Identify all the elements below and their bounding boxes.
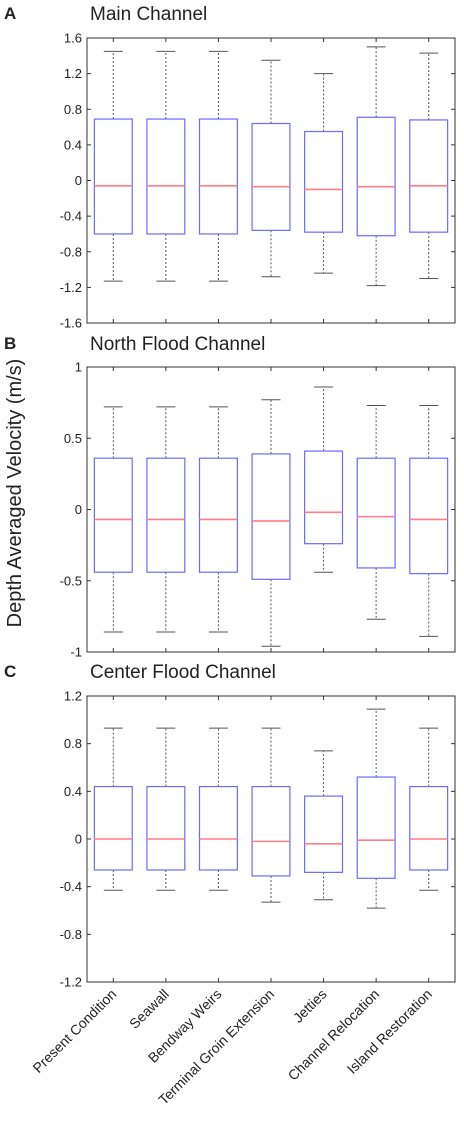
iqr-box <box>198 785 238 871</box>
box-2 <box>146 406 186 633</box>
y-tick-label: 0.8 <box>64 102 82 117</box>
iqr-box <box>93 118 133 235</box>
panel-title: Center Flood Channel <box>90 662 276 683</box>
y-tick-label: 1.2 <box>64 66 82 81</box>
iqr-box <box>356 776 396 879</box>
box-1 <box>93 406 133 633</box>
y-tick-label: 0.8 <box>64 736 82 751</box>
iqr-box <box>356 116 396 237</box>
iqr-box <box>198 457 238 573</box>
y-tick-label: -1.2 <box>60 975 82 990</box>
iqr-box <box>251 122 291 231</box>
panel-letter: A <box>4 4 16 23</box>
y-tick-label: 0 <box>75 173 82 188</box>
y-tick-label: -0.8 <box>60 927 82 942</box>
box-1 <box>93 727 133 891</box>
iqr-box <box>304 795 344 873</box>
box-1 <box>93 50 133 282</box>
box-4 <box>251 59 291 278</box>
y-tick-label: 1.2 <box>64 689 82 704</box>
iqr-box <box>146 785 186 871</box>
plot-frame <box>86 37 456 324</box>
x-tick-label: Channel Relocation <box>285 986 383 1084</box>
x-tick-label: Seawall <box>126 986 172 1032</box>
iqr-box <box>198 118 238 235</box>
y-tick-label: 0.5 <box>64 431 82 446</box>
y-tick-label: -0.4 <box>60 879 82 894</box>
box-4 <box>251 399 291 647</box>
iqr-box <box>409 119 449 233</box>
box-6 <box>356 46 396 287</box>
iqr-box <box>304 130 344 233</box>
y-tick-label: 0.4 <box>64 784 82 799</box>
box-3 <box>198 406 238 633</box>
y-tick-label: 1.6 <box>64 31 82 46</box>
iqr-box <box>251 453 291 580</box>
y-tick-label: -0.8 <box>60 244 82 259</box>
box-7 <box>409 404 449 637</box>
box-4 <box>251 727 291 903</box>
y-tick-label: 0 <box>75 832 82 847</box>
box-5 <box>304 750 344 901</box>
plot-frame <box>86 695 456 983</box>
y-tick-label: -0.4 <box>60 209 82 224</box>
box-3 <box>198 50 238 282</box>
panel-c: C Center Flood Channel 1.2 0.8 0.4 0 -0.4 -0.8 -… <box>4 662 456 1108</box>
panel-letter: C <box>4 662 16 681</box>
box-5 <box>304 386 344 573</box>
iqr-box <box>93 457 133 573</box>
iqr-box <box>251 785 291 877</box>
panel-a: A Main Channel 1.6 1.2 0.8 0.4 0 -0.4 -0.8 -1.2 -1… <box>4 4 456 331</box>
y-tick-label: -0.5 <box>60 573 82 588</box>
iqr-box <box>409 785 449 871</box>
panel-title: North Flood Channel <box>90 334 265 355</box>
panel-letter: B <box>4 334 16 353</box>
y-tick-label: 0 <box>75 502 82 517</box>
panel-title: Main Channel <box>90 4 207 25</box>
y-tick-label: -1.6 <box>60 316 82 331</box>
box-5 <box>304 73 344 274</box>
x-tick-label: Present Condition <box>29 986 119 1076</box>
y-tick-label: -1 <box>70 645 82 660</box>
y-axis-label: Depth Averaged Velocity (m/s) <box>4 359 26 628</box>
y-tick-label: -1.2 <box>60 280 82 295</box>
box-3 <box>198 727 238 891</box>
box-6 <box>356 708 396 909</box>
iqr-box <box>304 450 344 545</box>
iqr-box <box>93 785 133 871</box>
iqr-box <box>146 118 186 235</box>
iqr-box <box>356 457 396 569</box>
box-2 <box>146 727 186 891</box>
box-6 <box>356 404 396 620</box>
iqr-box <box>409 457 449 575</box>
box-7 <box>409 727 449 891</box>
y-tick-label: 1 <box>75 360 82 375</box>
x-tick-label: Jetties <box>290 986 330 1026</box>
box-2 <box>146 50 186 282</box>
iqr-box <box>146 457 186 573</box>
panels: A Main Channel 1.6 1.2 0.8 0.4 0 -0.4 -0.8 -1.2 -1… <box>4 4 456 1108</box>
box-7 <box>409 52 449 279</box>
y-tick-label: 0.4 <box>64 137 82 152</box>
panel-b: B North Flood Channel 1 0.5 0 -0.5 -1 <box>4 334 456 660</box>
